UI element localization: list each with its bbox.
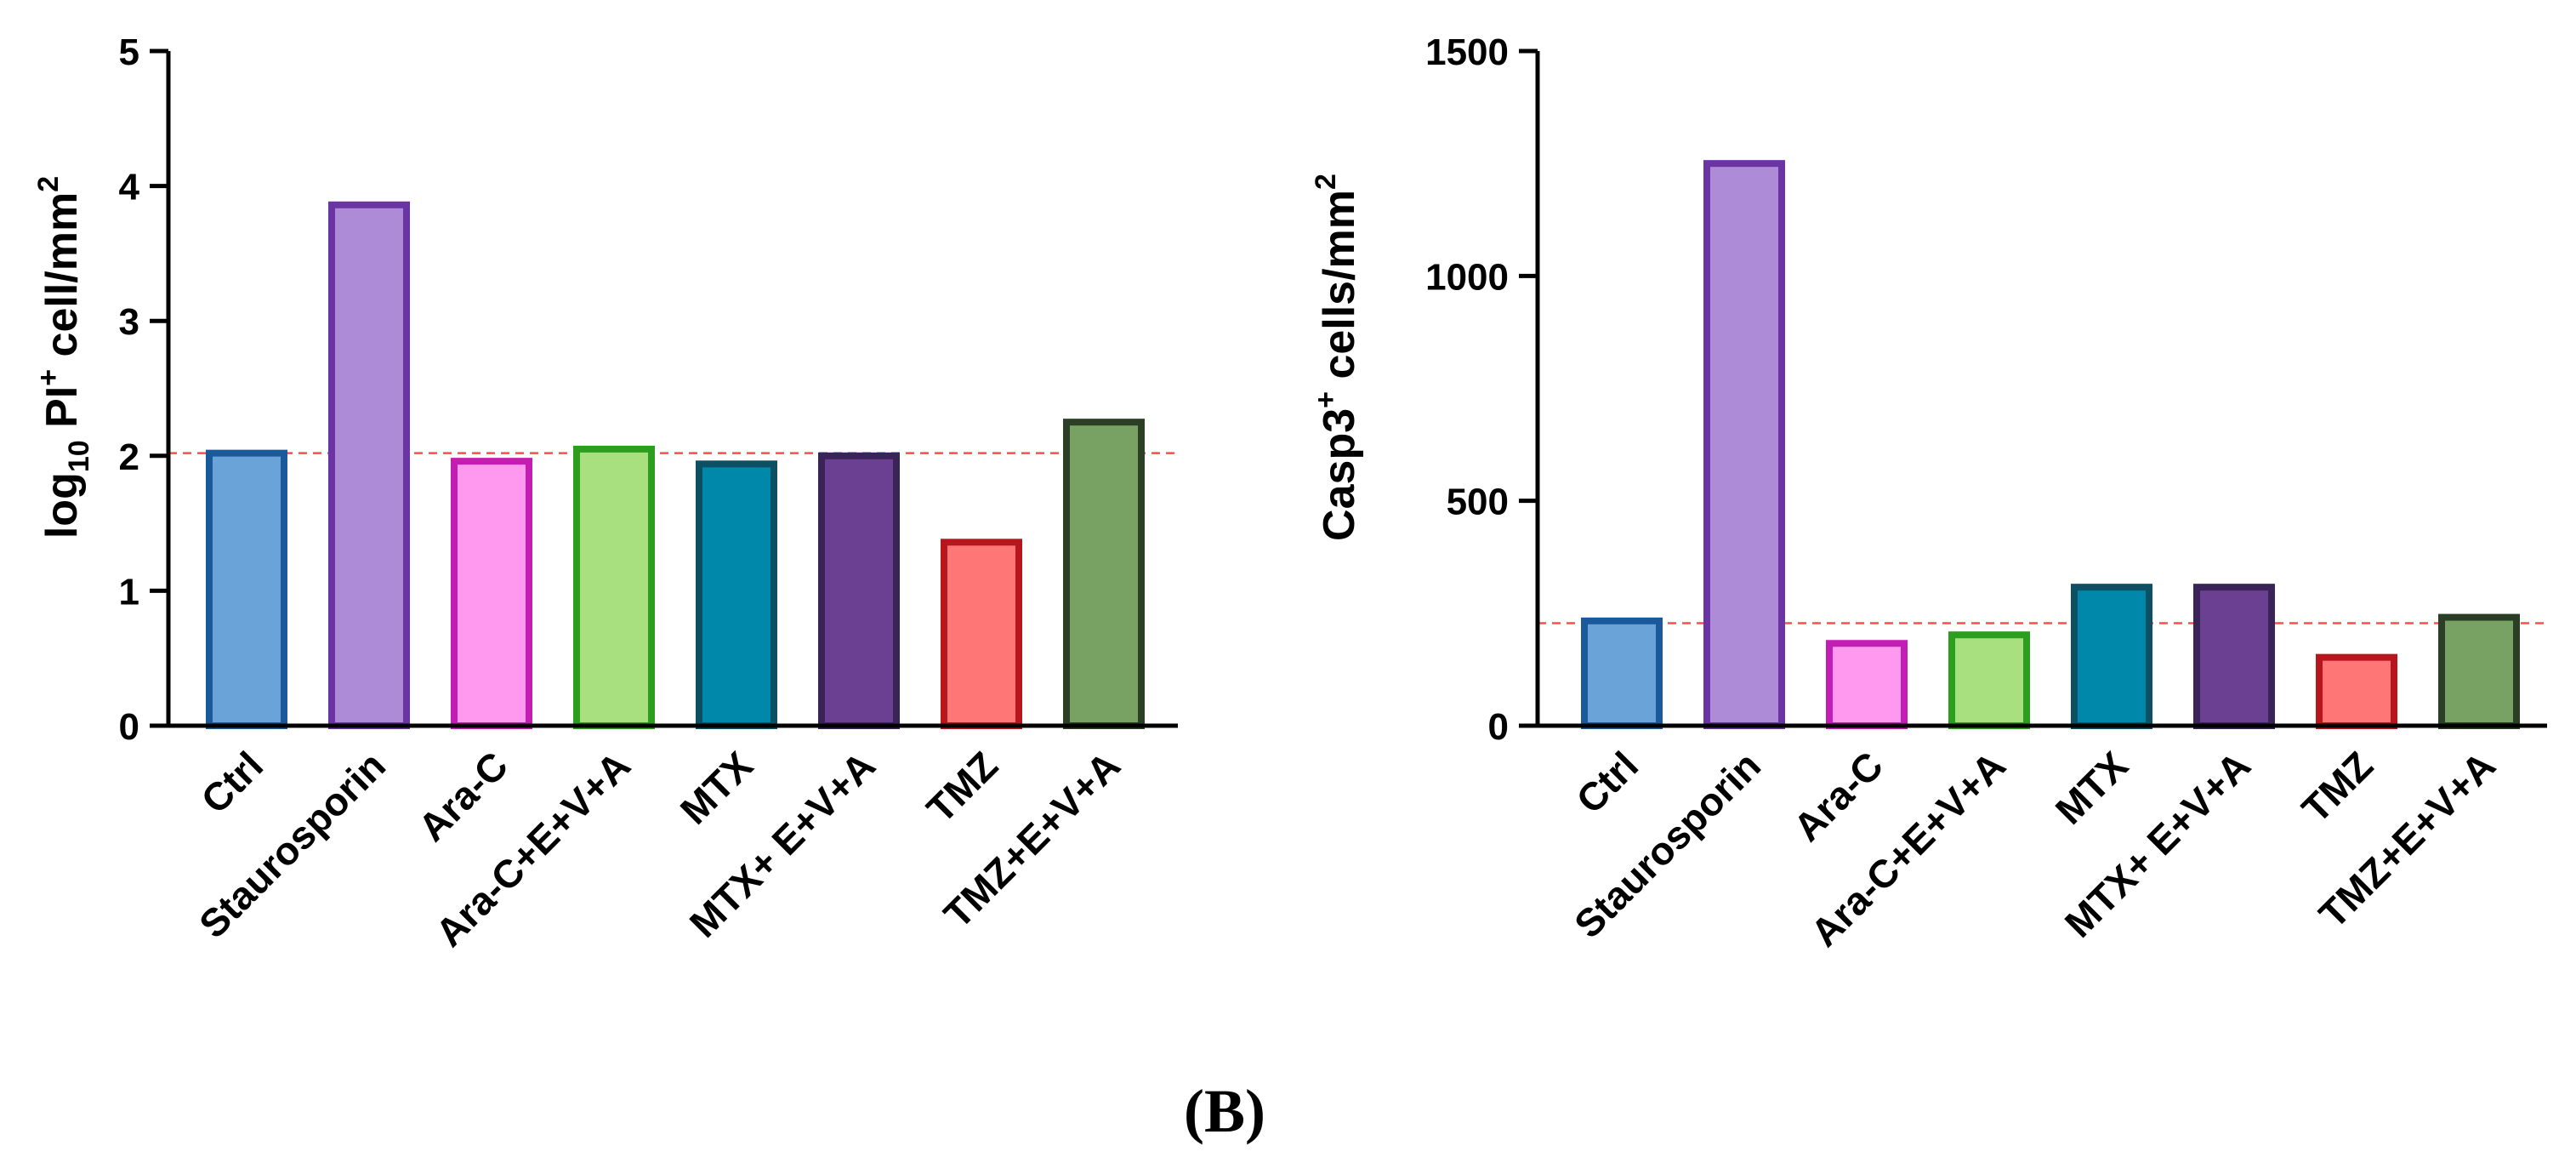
pi-bar-ara-c bbox=[451, 458, 532, 729]
casp3-x-label: TMZ bbox=[2293, 743, 2381, 831]
pi-x-label: Ctrl bbox=[192, 743, 271, 822]
pi-bar-ctrl bbox=[206, 449, 287, 729]
pi-y-tick-label: 2 bbox=[119, 436, 139, 478]
pi-bar-mtx bbox=[696, 460, 777, 729]
casp3-y-tick-label: 1000 bbox=[1425, 256, 1509, 298]
casp3-chart: Casp3+ cells/mm2 0 500 1000 1500 CtrlStauro… bbox=[1310, 31, 2547, 955]
pi-bar-mtx-e-v-a bbox=[818, 452, 900, 729]
casp3-bar-tmz-e-v-a bbox=[2438, 613, 2520, 729]
casp3-y-ticks: 0 500 1000 1500 bbox=[1425, 31, 1538, 748]
pi-bar-ara-c-e-v-a bbox=[573, 445, 655, 729]
pi-x-label: TMZ bbox=[918, 743, 1006, 831]
pi-chart: log10 PI+ cell/mm2 0 1 2 3 4 5 CtrlStaurospor… bbox=[32, 31, 1178, 955]
pi-bar-tmz bbox=[941, 539, 1022, 730]
pi-y-axis-title: log10 PI+ cell/mm2 bbox=[32, 176, 95, 539]
casp3-bar-ara-c bbox=[1826, 640, 1908, 730]
pi-x-label: Ara-C bbox=[410, 743, 516, 849]
casp3-bars bbox=[1581, 160, 2520, 730]
casp3-x-label: Ctrl bbox=[1567, 743, 1646, 822]
casp3-bar-ctrl bbox=[1581, 617, 1663, 730]
pi-bars bbox=[206, 201, 1145, 730]
casp3-y-axis-title: Casp3+ cells/mm2 bbox=[1310, 174, 1364, 541]
pi-axes bbox=[166, 51, 1178, 728]
pi-y-tick-label: 0 bbox=[119, 706, 139, 748]
casp3-y-tick-label: 0 bbox=[1488, 706, 1509, 748]
pi-bar-tmz-e-v-a bbox=[1063, 419, 1145, 729]
panel-label: (B) bbox=[1184, 1077, 1265, 1145]
casp3-bar-staurosporin bbox=[1703, 160, 1785, 729]
pi-y-ticks: 0 1 2 3 4 5 bbox=[119, 31, 168, 748]
casp3-bar-mtx bbox=[2071, 584, 2152, 729]
pi-y-tick-label: 3 bbox=[119, 301, 139, 343]
casp3-bar-mtx-e-v-a bbox=[2193, 584, 2275, 729]
pi-x-label: MTX bbox=[672, 743, 762, 833]
casp3-y-tick-label: 1500 bbox=[1425, 31, 1509, 73]
casp3-bar-ara-c-e-v-a bbox=[1948, 631, 2030, 730]
casp3-x-label: MTX bbox=[2047, 743, 2137, 833]
casp3-bar-tmz bbox=[2316, 653, 2397, 729]
pi-y-tick-label: 5 bbox=[119, 31, 139, 73]
casp3-y-tick-label: 500 bbox=[1447, 482, 1509, 523]
casp3-axes bbox=[1535, 51, 2547, 728]
pi-bar-staurosporin bbox=[328, 201, 410, 729]
casp3-x-label: Ara-C bbox=[1785, 743, 1891, 849]
pi-y-tick-label: 4 bbox=[119, 167, 140, 208]
pi-y-tick-label: 1 bbox=[119, 571, 139, 613]
